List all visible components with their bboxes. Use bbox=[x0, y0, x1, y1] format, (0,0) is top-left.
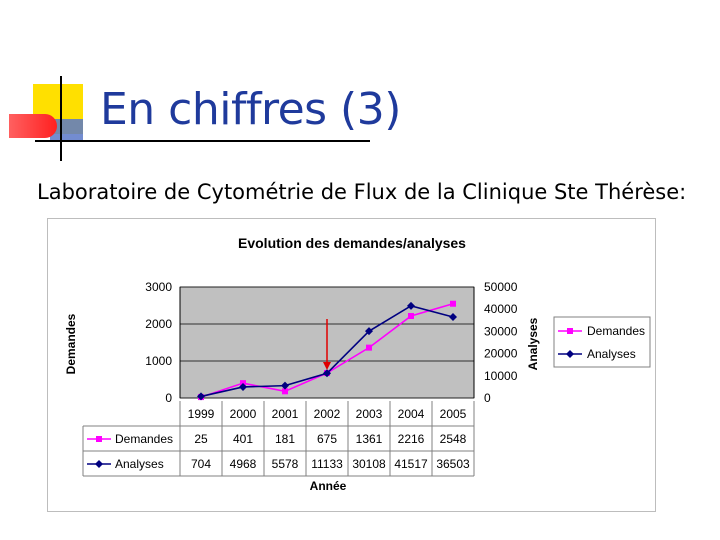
y2-tick-label: 10000 bbox=[484, 369, 518, 383]
legend-marker bbox=[566, 350, 574, 358]
y-tick-label: 2000 bbox=[145, 317, 172, 331]
x-tick-label: 1999 bbox=[188, 407, 215, 421]
data-point-analyses bbox=[323, 369, 331, 378]
chart-title: Evolution des demandes/analyses bbox=[238, 235, 466, 251]
y2-tick-label: 50000 bbox=[484, 280, 518, 294]
table-legend-marker bbox=[95, 460, 103, 468]
table-cell: 675 bbox=[317, 432, 337, 446]
x-tick-label: 2004 bbox=[398, 407, 425, 421]
slide-subtitle: Laboratoire de Cytométrie de Flux de la … bbox=[37, 180, 687, 204]
deco-horizontal-line bbox=[35, 140, 370, 142]
data-point-demandes bbox=[366, 344, 372, 351]
deco-vertical-line bbox=[60, 76, 62, 161]
chart: Evolution des demandes/analyses Demandes… bbox=[64, 235, 651, 493]
x-tick-label: 2002 bbox=[314, 407, 341, 421]
table-cell: 4968 bbox=[230, 457, 257, 471]
legend-label: Demandes bbox=[587, 324, 645, 338]
table-row-label: Analyses bbox=[115, 457, 164, 471]
data-point-demandes bbox=[408, 313, 414, 320]
table-cell: 25 bbox=[194, 432, 208, 446]
x-tick-label: 2001 bbox=[272, 407, 299, 421]
data-point-demandes bbox=[282, 388, 288, 395]
x-tick-label: 2005 bbox=[440, 407, 467, 421]
data-point-analyses bbox=[197, 392, 205, 401]
y-axis-label: Demandes bbox=[64, 313, 78, 374]
chart-frame: Evolution des demandes/analyses Demandes… bbox=[47, 218, 656, 512]
y-tick-label: 1000 bbox=[145, 354, 172, 368]
table-cell: 1361 bbox=[356, 432, 383, 446]
table-cell: 30108 bbox=[352, 457, 386, 471]
x-tick-label: 2003 bbox=[356, 407, 383, 421]
y-tick-label: 3000 bbox=[145, 280, 172, 294]
table-legend-marker bbox=[96, 436, 102, 442]
table-cell: 36503 bbox=[436, 457, 470, 471]
table-cell: 401 bbox=[233, 432, 253, 446]
legend-marker bbox=[567, 328, 573, 334]
table-cell: 5578 bbox=[272, 457, 299, 471]
table-cell: 2548 bbox=[440, 432, 467, 446]
x-axis-label: Année bbox=[310, 479, 347, 493]
table-cell: 704 bbox=[191, 457, 211, 471]
table-cell: 11133 bbox=[311, 457, 343, 471]
x-tick-label: 2000 bbox=[230, 407, 257, 421]
y-tick-label: 0 bbox=[165, 391, 172, 405]
legend-box bbox=[553, 316, 651, 368]
deco-blue-square bbox=[50, 119, 83, 141]
data-point-analyses bbox=[281, 381, 289, 390]
y2-tick-label: 0 bbox=[484, 391, 491, 405]
y2-axis-label: Analyses bbox=[526, 317, 540, 370]
data-point-analyses bbox=[365, 327, 373, 336]
data-point-demandes bbox=[450, 300, 456, 307]
deco-red-bar bbox=[9, 114, 57, 138]
data-point-analyses bbox=[239, 382, 247, 391]
table-row-label: Demandes bbox=[115, 432, 173, 446]
legend: Demandes Analyses bbox=[553, 316, 651, 368]
slide-title: En chiffres (3) bbox=[100, 84, 401, 135]
y2-tick-label: 40000 bbox=[484, 302, 518, 316]
data-point-analyses bbox=[407, 301, 415, 310]
table-cell: 181 bbox=[275, 432, 295, 446]
annotation-arrow-head bbox=[323, 362, 331, 371]
table-cell: 2216 bbox=[398, 432, 425, 446]
legend-label: Analyses bbox=[587, 347, 636, 361]
plot-area: 0100020003000010000200003000040000500001… bbox=[82, 280, 518, 477]
data-point-analyses bbox=[449, 312, 457, 321]
table-cell: 41517 bbox=[394, 457, 428, 471]
y2-tick-label: 30000 bbox=[484, 324, 518, 338]
y2-tick-label: 20000 bbox=[484, 347, 518, 361]
